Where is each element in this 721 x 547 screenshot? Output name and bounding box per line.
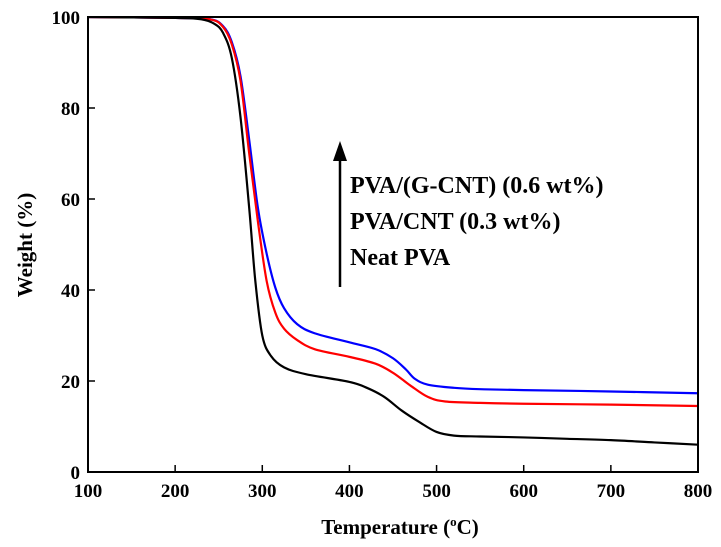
legend-entry-neat-pva: Neat PVA bbox=[350, 245, 451, 271]
series-line-neat-pva bbox=[88, 17, 698, 446]
y-tick-label: 100 bbox=[52, 8, 81, 29]
x-tick-label: 500 bbox=[422, 481, 451, 502]
x-tick-label: 100 bbox=[74, 481, 103, 502]
x-tick-label: 300 bbox=[248, 481, 277, 502]
x-tick-label: 800 bbox=[684, 481, 713, 502]
legend: PVA/(G-CNT) (0.6 wt%) PVA/CNT (0.3 wt%) … bbox=[333, 141, 604, 287]
y-axis-title: Weight (%) bbox=[13, 193, 37, 297]
plot-frame bbox=[87, 16, 699, 473]
series-line-pva-g-cnt-0-6-wt bbox=[88, 17, 698, 395]
y-tick-label: 20 bbox=[61, 372, 80, 393]
legend-entry-g-cnt: PVA/(G-CNT) (0.6 wt%) bbox=[350, 173, 604, 199]
y-tick-label: 40 bbox=[61, 281, 80, 302]
series-layer bbox=[88, 17, 698, 446]
x-tick-label: 400 bbox=[335, 481, 364, 502]
x-tick-label: 600 bbox=[509, 481, 538, 502]
y-tick-label: 80 bbox=[61, 99, 80, 120]
y-axis-ticks: 0 20 40 60 80 100 bbox=[52, 8, 95, 484]
x-axis-ticks: 100 200 300 400 500 600 700 800 bbox=[74, 465, 713, 502]
degree-superscript: o bbox=[450, 514, 457, 529]
y-tick-label: 60 bbox=[61, 190, 80, 211]
x-axis-title: Temperature (oC) bbox=[321, 514, 479, 539]
x-tick-label: 700 bbox=[597, 481, 626, 502]
y-tick-label: 0 bbox=[71, 463, 81, 484]
legend-arrow-head-icon bbox=[333, 141, 347, 161]
legend-entry-cnt: PVA/CNT (0.3 wt%) bbox=[350, 209, 560, 235]
x-tick-label: 200 bbox=[161, 481, 190, 502]
series-line-pva-cnt-0-3-wt bbox=[88, 17, 698, 408]
